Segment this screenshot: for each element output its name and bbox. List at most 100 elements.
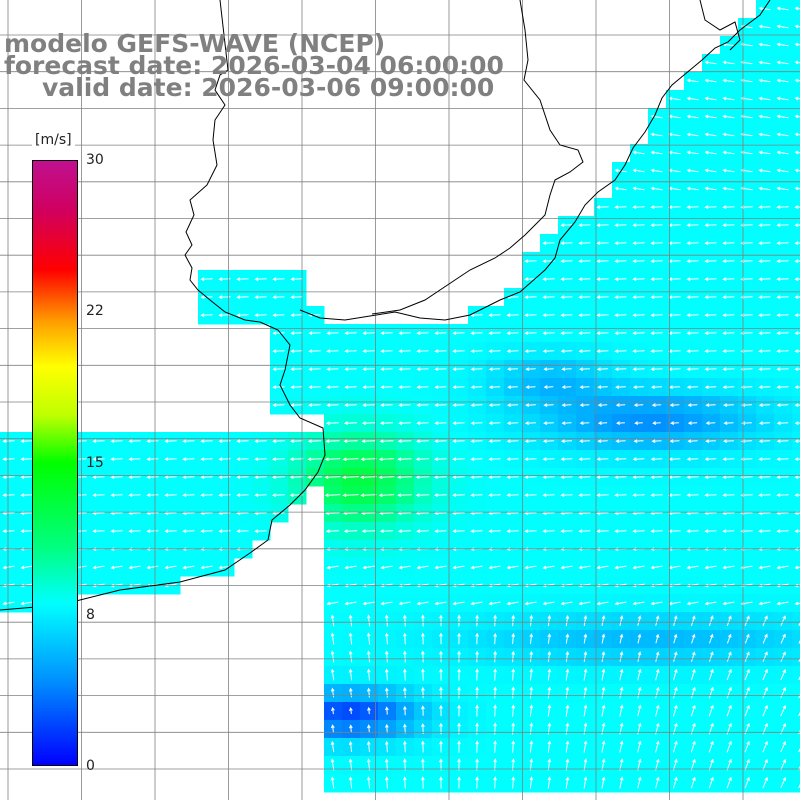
wind-vector-arrow	[182, 439, 195, 444]
wind-vector-arrow	[758, 205, 771, 210]
wind-vector-arrow	[2, 457, 15, 462]
wind-vector-arrow	[416, 601, 429, 606]
wind-vector-arrow	[686, 259, 699, 264]
wind-vector-arrow	[488, 349, 501, 354]
wind-vector-arrow	[164, 475, 177, 480]
wind-vector-arrow	[776, 96, 789, 101]
wind-vector-arrow	[672, 686, 678, 699]
wind-vector-arrow	[794, 331, 800, 336]
wind-vector-arrow	[200, 439, 213, 444]
wind-vector-arrow	[650, 493, 663, 498]
wind-vector-arrow	[578, 349, 591, 354]
wind-vector-arrow	[543, 421, 554, 425]
wind-vector-arrow	[110, 457, 123, 462]
wind-vector-arrow	[672, 776, 678, 789]
wind-vector-arrow	[650, 295, 663, 300]
wind-vector-arrow	[655, 633, 660, 644]
wind-vector-arrow	[416, 331, 429, 336]
wind-vector-arrow	[560, 529, 573, 534]
wind-vector-arrow	[362, 331, 375, 336]
colorbar-tick-label: 8	[86, 607, 95, 623]
wind-vector-arrow	[722, 457, 735, 462]
wind-vector-arrow	[488, 331, 501, 336]
wind-vector-arrow	[704, 331, 717, 336]
wind-vector-arrow	[780, 686, 786, 699]
wind-vector-arrow	[452, 529, 465, 534]
wind-vector-arrow	[726, 615, 732, 626]
wind-vector-arrow	[326, 349, 339, 354]
wind-vector-arrow	[439, 776, 443, 789]
wind-vector-arrow	[236, 457, 249, 462]
wind-vector-arrow	[254, 439, 267, 444]
wind-vector-arrow	[583, 686, 588, 699]
wind-vector-arrow	[704, 475, 717, 480]
wind-vector-arrow	[794, 78, 800, 83]
wind-vector-arrow	[344, 565, 357, 570]
colorbar-tick-label: 15	[86, 455, 104, 471]
wind-vector-arrow	[565, 668, 570, 681]
wind-vector-arrow	[673, 668, 678, 681]
wind-vector-arrow	[362, 349, 375, 354]
wind-vector-arrow	[289, 475, 304, 480]
wind-vector-arrow	[776, 132, 789, 137]
wind-vector-arrow	[511, 614, 516, 627]
wind-vector-arrow	[421, 740, 425, 753]
wind-vector-arrow	[439, 740, 443, 753]
wind-vector-arrow	[384, 776, 389, 789]
wind-vector-arrow	[686, 349, 699, 354]
wind-vector-arrow	[542, 601, 555, 606]
wind-vector-arrow	[452, 601, 465, 606]
model-title: modelo GEFS-WAVE (NCEP)	[4, 29, 386, 58]
wind-vector-arrow	[619, 740, 624, 753]
wind-vector-arrow	[398, 421, 411, 426]
wind-vector-arrow	[650, 565, 663, 570]
wind-vector-arrow	[704, 186, 717, 191]
wind-vector-arrow	[362, 367, 375, 372]
wind-vector-arrow	[709, 633, 714, 644]
wind-vector-arrow	[398, 367, 411, 372]
wind-vector-arrow	[632, 601, 645, 606]
wind-vector-arrow	[705, 421, 716, 425]
wind-vector-arrow	[762, 776, 768, 789]
wind-vector-arrow	[579, 403, 590, 407]
wind-vector-arrow	[2, 601, 15, 606]
wind-vector-arrow	[776, 313, 789, 318]
wind-vector-arrow	[704, 457, 717, 462]
wind-vector-arrow	[128, 529, 141, 534]
wind-vector-arrow	[529, 776, 534, 789]
wind-vector-arrow	[561, 421, 572, 425]
wind-vector-arrow	[596, 277, 609, 282]
wind-vector-arrow	[601, 686, 606, 699]
wind-vector-arrow	[470, 385, 483, 390]
wind-vector-arrow	[632, 313, 645, 318]
wind-vector-arrow	[452, 421, 465, 426]
wind-vector-arrow	[794, 205, 800, 210]
wind-vector-arrow	[397, 493, 412, 498]
wind-vector-arrow	[493, 686, 498, 699]
wind-vector-arrow	[146, 493, 159, 498]
wind-vector-arrow	[722, 114, 735, 119]
wind-vector-arrow	[560, 349, 573, 354]
wind-vector-arrow	[704, 150, 717, 155]
wind-vector-arrow	[565, 633, 570, 644]
wind-vector-arrow	[475, 686, 479, 699]
wind-vector-arrow	[614, 601, 627, 606]
wind-vector-arrow	[758, 150, 771, 155]
wind-vector-arrow	[452, 493, 465, 498]
wind-vector-arrow	[416, 565, 429, 570]
wind-vector-arrow	[307, 439, 322, 444]
wind-speed-cell	[792, 648, 800, 667]
wind-vector-arrow	[236, 277, 249, 282]
wind-speed-cell	[792, 756, 800, 775]
wind-vector-arrow	[507, 385, 518, 389]
wind-vector-arrow	[378, 493, 395, 498]
wind-vector-arrow	[434, 421, 447, 426]
wind-vector-arrow	[794, 367, 800, 372]
wind-speed-cell	[792, 108, 800, 127]
wind-vector-arrow	[360, 457, 377, 462]
wind-vector-arrow	[542, 457, 555, 462]
wind-vector-arrow	[583, 704, 588, 717]
wind-vector-arrow	[637, 668, 642, 681]
wind-vector-arrow	[722, 132, 735, 137]
